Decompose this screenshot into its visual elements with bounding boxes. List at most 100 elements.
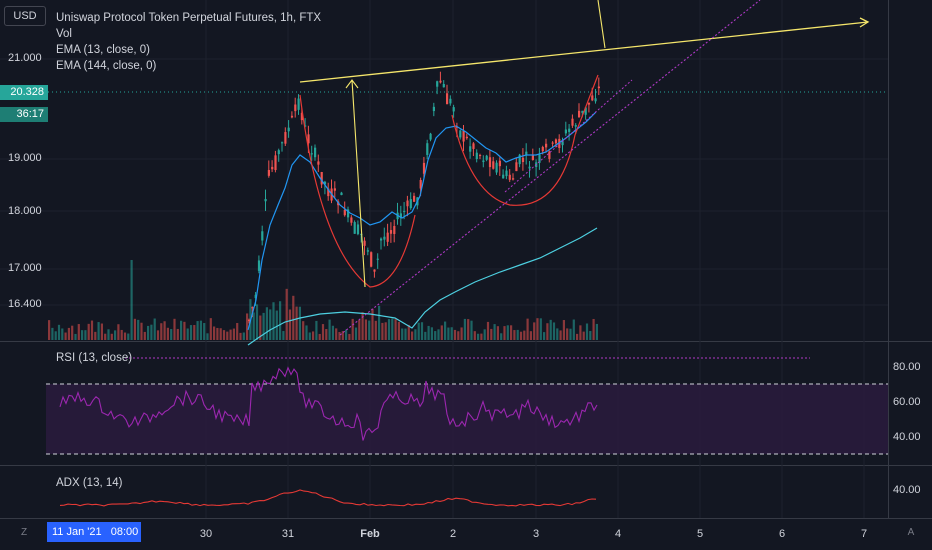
volume-bar (384, 322, 387, 340)
volume-bar (288, 309, 292, 340)
volume-bar (127, 333, 130, 340)
indicator-vol[interactable]: Vol (56, 28, 72, 40)
chart-canvas[interactable] (0, 0, 888, 518)
price-label-18: 18.000 (8, 205, 42, 217)
candle-body (343, 209, 346, 216)
volume-bar (450, 327, 453, 340)
volume-bar (262, 312, 265, 340)
candle-body (515, 162, 518, 172)
adx-legend[interactable]: ADX (13, 14) (56, 477, 123, 489)
volume-bar (285, 288, 288, 340)
symbol-title[interactable]: Uniswap Protocol Token Perpetual Futures… (56, 12, 322, 24)
candle-body (422, 162, 426, 174)
volume-bar (490, 328, 493, 340)
volume-bar (480, 333, 483, 340)
price-label-21: 21.000 (8, 52, 42, 64)
volume-bar (269, 309, 272, 340)
candle-body (314, 147, 317, 158)
volume-bar (516, 329, 519, 340)
volume-bar (189, 325, 193, 340)
volume-bar (463, 318, 466, 340)
rsi-legend[interactable]: RSI (13, close) (56, 352, 133, 364)
candle-body (446, 93, 449, 105)
volume-bar (345, 329, 348, 340)
candle-body (426, 143, 429, 155)
time-label-7: 7 (860, 528, 868, 540)
candle-body (409, 199, 412, 209)
volume-bar (523, 330, 526, 340)
candle-body (432, 106, 435, 112)
cup-left (299, 94, 416, 288)
volume-bar (519, 331, 523, 340)
support-trendline (339, 0, 761, 336)
candle-body (406, 200, 409, 207)
main-pane-separator[interactable] (0, 341, 932, 342)
candle-body (459, 130, 462, 138)
auto-scale-button[interactable]: A (907, 527, 915, 538)
bar-countdown-tag: 36:17 (0, 107, 48, 122)
candle-body (584, 107, 587, 115)
candle-body (488, 157, 492, 168)
candle-body (356, 224, 360, 235)
indicator-ema144[interactable]: EMA (144, close, 0) (56, 60, 157, 72)
candle-body (587, 102, 591, 105)
candle-body (551, 142, 554, 144)
candle-body (561, 141, 564, 146)
volume-bar (321, 324, 325, 340)
adx-line (59, 489, 597, 507)
volume-bar (180, 320, 183, 340)
volume-bar (133, 318, 136, 340)
volume-bar (444, 321, 447, 340)
volume-bar (414, 329, 417, 340)
volume-bar (123, 332, 127, 340)
volume-bar (104, 333, 107, 340)
volume-bar (368, 320, 371, 340)
candle-body (393, 226, 396, 235)
volume-bar (378, 305, 381, 340)
currency-badge[interactable]: USD (4, 6, 46, 26)
candle-body (594, 98, 597, 102)
volume-bar (117, 324, 120, 340)
volume-bar (226, 331, 229, 340)
price-label-17: 17.000 (8, 262, 42, 274)
rsi-pane-separator[interactable] (0, 465, 932, 466)
candle-body (251, 307, 254, 309)
candle-body (317, 161, 320, 165)
goto-date-button[interactable]: Z (20, 527, 28, 538)
candle-body (277, 150, 280, 155)
volume-bar (81, 330, 84, 340)
time-label-3: 3 (532, 528, 540, 540)
candle-body (370, 252, 373, 267)
indicator-ema13[interactable]: EMA (13, close, 0) (56, 44, 150, 56)
candle-body (323, 181, 327, 185)
candle-body (248, 319, 251, 322)
volume-bar (196, 321, 199, 340)
volume-bar (57, 324, 61, 340)
volume-bar (259, 315, 262, 340)
candle-body (386, 232, 389, 242)
candle-body (571, 118, 574, 126)
volume-bar (543, 332, 546, 340)
candle-body (366, 250, 369, 252)
volume-bar (193, 325, 196, 340)
candle-body (399, 213, 402, 219)
volume-bar (371, 308, 374, 340)
volume-bar (107, 329, 110, 340)
volume-bar (381, 322, 384, 340)
volume-bar (440, 325, 443, 340)
adx-level-40: 40.00 (893, 484, 921, 496)
candle-body (442, 84, 445, 88)
volume-bar (160, 323, 163, 340)
volume-bar (546, 323, 549, 340)
volume-bar (246, 313, 249, 340)
volume-bar (252, 312, 255, 340)
candle-body (267, 170, 270, 176)
volume-bar (209, 318, 212, 340)
candle-body (485, 155, 488, 160)
volume-bar (325, 329, 328, 340)
volume-bar (54, 331, 57, 340)
time-label-30: 30 (199, 528, 213, 540)
volume-bar (562, 320, 565, 340)
volume-bar (539, 318, 542, 340)
candle-body (413, 195, 416, 202)
